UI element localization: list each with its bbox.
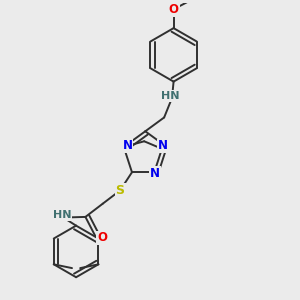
Text: N: N xyxy=(150,167,160,180)
Text: O: O xyxy=(98,232,107,244)
Text: O: O xyxy=(169,3,178,16)
Text: N: N xyxy=(158,140,168,152)
Text: HN: HN xyxy=(52,210,71,220)
Text: HN: HN xyxy=(161,92,180,101)
Text: N: N xyxy=(122,140,133,152)
Text: S: S xyxy=(116,184,124,197)
